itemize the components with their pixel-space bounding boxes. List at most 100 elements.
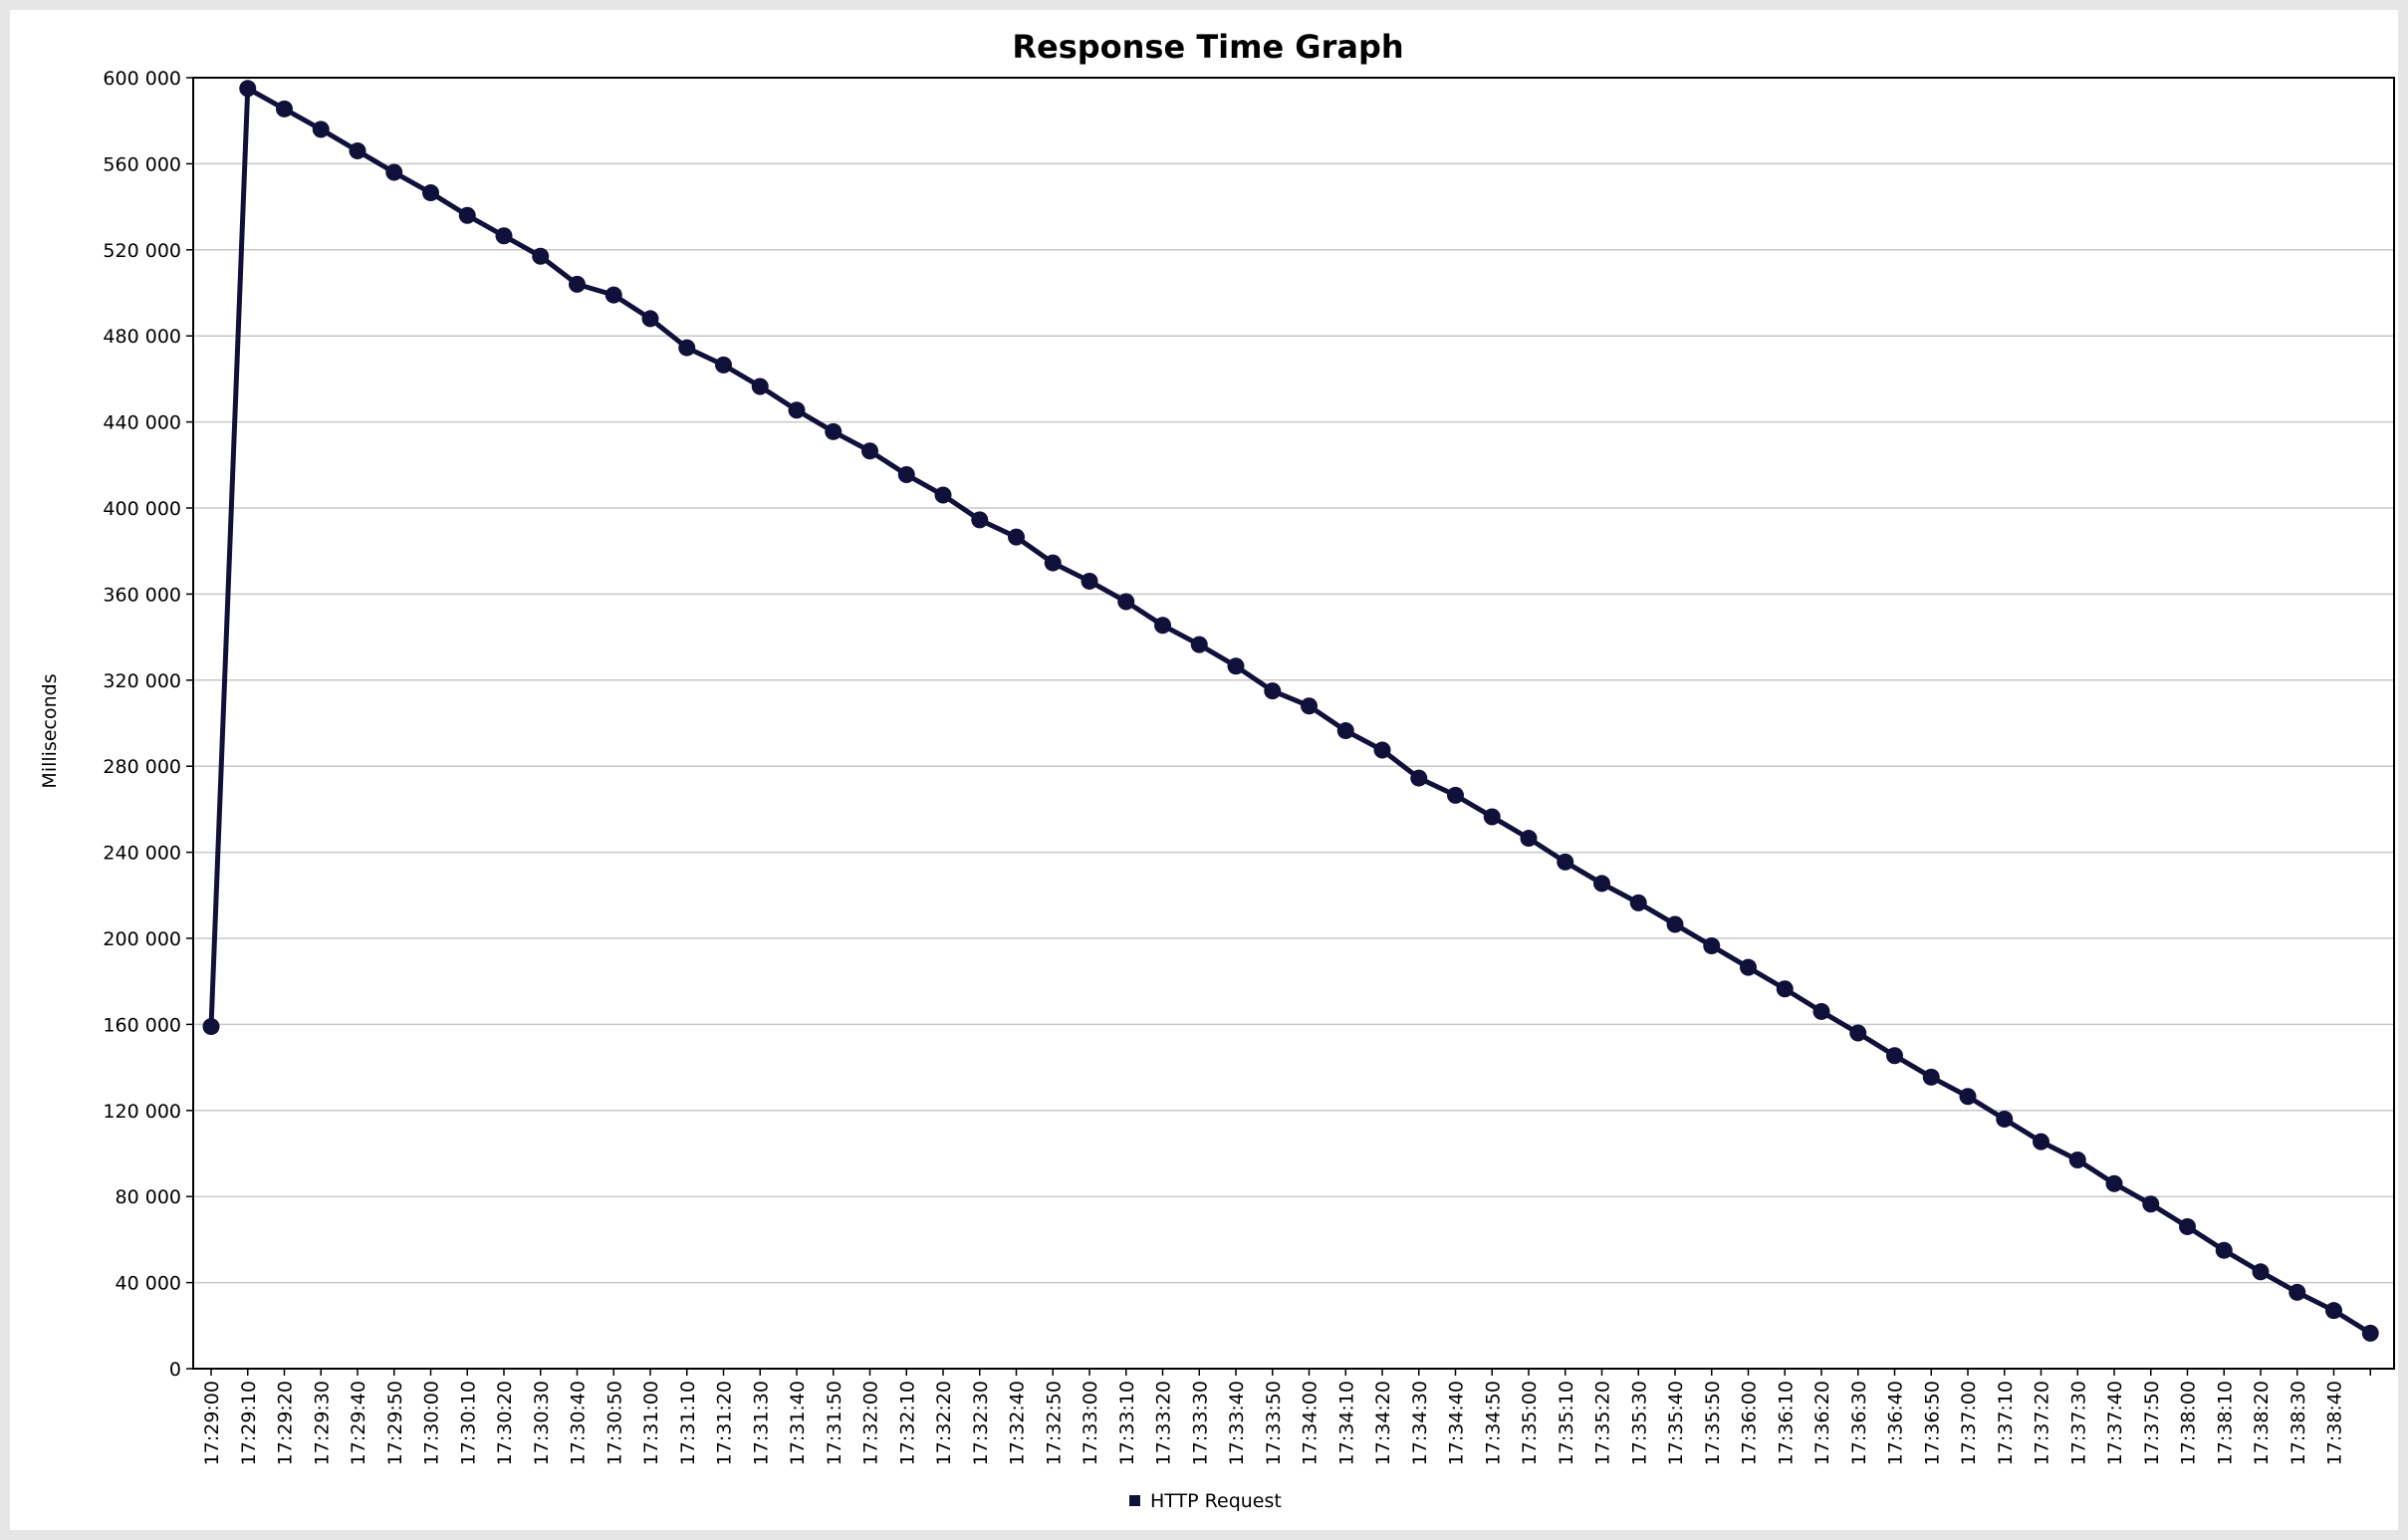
legend-label: HTTP Request xyxy=(1150,1490,1282,1512)
y-tick-label: 40 000 xyxy=(116,1273,181,1295)
data-point xyxy=(1264,682,1282,700)
x-axis-ticks: 17:29:00 17:29:10 17:29:20 17:29:30 17:29:40… xyxy=(201,1369,2371,1465)
data-point xyxy=(532,247,550,265)
y-tick-label: 480 000 xyxy=(103,326,181,348)
x-tick-label: 17:35:50 xyxy=(1702,1381,1724,1465)
data-point xyxy=(1922,1068,1940,1086)
data-point xyxy=(2325,1302,2342,1320)
data-point xyxy=(239,80,257,98)
data-point xyxy=(1447,786,1464,804)
x-tick-label: 17:34:20 xyxy=(1372,1381,1394,1465)
data-point xyxy=(788,401,806,419)
y-tick-label: 80 000 xyxy=(116,1186,181,1208)
x-tick-label: 17:36:30 xyxy=(1848,1381,1870,1465)
response-time-chart: Response Time Graph Milliseconds 0 40 000… xyxy=(39,28,2395,1512)
data-point xyxy=(1081,572,1098,590)
data-point xyxy=(2252,1263,2270,1281)
x-tick-label: 17:38:30 xyxy=(2288,1381,2309,1465)
x-tick-label: 17:30:40 xyxy=(568,1381,590,1465)
x-tick-label: 17:36:00 xyxy=(1739,1381,1761,1465)
data-point xyxy=(569,275,586,293)
data-point xyxy=(2068,1151,2086,1168)
data-point xyxy=(422,184,439,202)
data-point xyxy=(1520,830,1538,848)
data-point xyxy=(1227,657,1245,675)
x-tick-label: 17:37:20 xyxy=(2032,1381,2053,1465)
grid-lines xyxy=(193,77,2394,1370)
data-point xyxy=(2033,1133,2049,1151)
legend-swatch xyxy=(1129,1495,1140,1506)
y-tick-label: 560 000 xyxy=(103,153,181,175)
x-tick-label: 17:31:10 xyxy=(677,1381,699,1465)
y-tick-label: 320 000 xyxy=(103,670,181,692)
data-point xyxy=(1373,741,1391,759)
data-point xyxy=(1996,1110,2014,1128)
y-tick-label: 520 000 xyxy=(103,240,181,262)
x-tick-label: 17:33:10 xyxy=(1116,1381,1138,1465)
x-tick-label: 17:36:20 xyxy=(1811,1381,1833,1465)
x-tick-label: 17:31:00 xyxy=(640,1381,662,1465)
x-tick-label: 17:37:10 xyxy=(1995,1381,2017,1465)
data-point xyxy=(1301,697,1318,715)
data-point xyxy=(349,141,366,159)
y-tick-label: 360 000 xyxy=(103,584,181,606)
chart-panel: Response Time Graph Milliseconds 0 40 000… xyxy=(10,10,2398,1530)
chart-title: Response Time Graph xyxy=(1012,28,1403,66)
x-tick-label: 17:31:40 xyxy=(787,1381,809,1465)
x-tick-label: 17:29:40 xyxy=(348,1381,369,1465)
data-point xyxy=(1849,1024,1867,1042)
data-point xyxy=(2142,1195,2160,1213)
x-tick-label: 17:29:00 xyxy=(201,1381,223,1465)
data-point xyxy=(1812,1002,1830,1020)
data-point xyxy=(897,466,915,484)
data-point xyxy=(2179,1217,2196,1235)
x-tick-label: 17:31:30 xyxy=(750,1381,772,1465)
y-axis-label: Milliseconds xyxy=(39,673,61,788)
data-point xyxy=(1117,593,1135,611)
x-tick-label: 17:30:30 xyxy=(531,1381,553,1465)
legend: HTTP Request xyxy=(1129,1490,1282,1512)
x-tick-label: 17:36:10 xyxy=(1775,1381,1797,1465)
data-point xyxy=(2215,1241,2233,1259)
data-point xyxy=(1154,617,1171,635)
data-point xyxy=(2288,1283,2306,1301)
data-point xyxy=(1740,958,1757,976)
x-tick-label: 17:29:30 xyxy=(311,1381,333,1465)
x-tick-label: 17:32:00 xyxy=(860,1381,882,1465)
y-tick-label: 440 000 xyxy=(103,412,181,434)
data-point xyxy=(1190,636,1208,653)
y-tick-label: 200 000 xyxy=(103,928,181,950)
y-tick-label: 120 000 xyxy=(103,1101,181,1123)
x-tick-label: 17:30:10 xyxy=(457,1381,479,1465)
x-tick-label: 17:34:50 xyxy=(1482,1381,1504,1465)
y-tick-label: 400 000 xyxy=(103,498,181,520)
data-point xyxy=(1410,769,1428,787)
x-tick-label: 17:33:20 xyxy=(1153,1381,1175,1465)
data-point xyxy=(971,511,989,529)
x-tick-label: 17:32:50 xyxy=(1043,1381,1065,1465)
data-point xyxy=(715,356,732,374)
data-point xyxy=(1483,808,1501,826)
x-tick-label: 17:34:00 xyxy=(1300,1381,1322,1465)
data-point xyxy=(641,310,659,328)
data-point xyxy=(934,486,952,504)
x-tick-label: 17:38:20 xyxy=(2251,1381,2273,1465)
x-tick-label: 17:29:20 xyxy=(275,1381,297,1465)
x-tick-label: 17:32:30 xyxy=(970,1381,992,1465)
x-tick-label: 17:30:20 xyxy=(494,1381,516,1465)
y-tick-label: 600 000 xyxy=(103,68,181,90)
x-tick-label: 17:30:50 xyxy=(603,1381,625,1465)
x-tick-label: 17:34:30 xyxy=(1409,1381,1431,1465)
x-tick-label: 17:33:50 xyxy=(1263,1381,1285,1465)
data-point xyxy=(1776,980,1794,998)
x-tick-label: 17:32:40 xyxy=(1007,1381,1029,1465)
x-tick-label: 17:37:00 xyxy=(1958,1381,1980,1465)
x-tick-label: 17:37:30 xyxy=(2067,1381,2089,1465)
data-point xyxy=(312,121,330,138)
x-tick-label: 17:36:40 xyxy=(1885,1381,1907,1465)
data-point xyxy=(1666,915,1684,933)
x-tick-label: 17:35:40 xyxy=(1665,1381,1687,1465)
data-point xyxy=(861,442,878,460)
series-http-request xyxy=(202,80,2379,1342)
y-tick-label: 0 xyxy=(169,1359,181,1381)
